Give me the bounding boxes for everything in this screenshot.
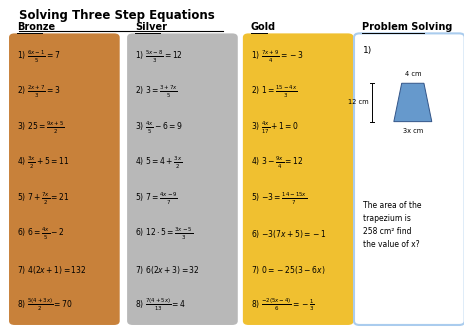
Text: Problem Solving: Problem Solving xyxy=(362,22,452,32)
Text: 12 cm: 12 cm xyxy=(348,99,368,106)
Text: 2) $\frac{2x+7}{3} = 3$: 2) $\frac{2x+7}{3} = 3$ xyxy=(18,84,61,100)
Text: Bronze: Bronze xyxy=(17,22,55,32)
Text: 8) $\frac{5(4+3x)}{2} = 70$: 8) $\frac{5(4+3x)}{2} = 70$ xyxy=(18,296,73,314)
Text: 3) $\frac{4x}{5} - 6 = 9$: 3) $\frac{4x}{5} - 6 = 9$ xyxy=(136,120,183,136)
Text: 4) $\frac{3x}{2} + 5 = 11$: 4) $\frac{3x}{2} + 5 = 11$ xyxy=(18,155,70,171)
Text: 6) $12 \cdot 5 = \frac{3x-5}{3}$: 6) $12 \cdot 5 = \frac{3x-5}{3}$ xyxy=(136,226,193,242)
Text: 8) $\frac{-2(5x-4)}{6} = -\frac{1}{3}$: 8) $\frac{-2(5x-4)}{6} = -\frac{1}{3}$ xyxy=(251,296,315,314)
Text: 1) $\frac{6x-1}{5} = 7$: 1) $\frac{6x-1}{5} = 7$ xyxy=(18,49,61,65)
Text: 2) $1 = \frac{15-4x}{3}$: 2) $1 = \frac{15-4x}{3}$ xyxy=(251,84,298,100)
Text: 5) $7 + \frac{7x}{2} = 21$: 5) $7 + \frac{7x}{2} = 21$ xyxy=(18,191,70,207)
Text: 5) $-3 = \frac{14-15x}{7}$: 5) $-3 = \frac{14-15x}{7}$ xyxy=(251,191,308,207)
FancyBboxPatch shape xyxy=(354,34,465,325)
FancyBboxPatch shape xyxy=(127,34,238,325)
Text: 5) $7 = \frac{4x-9}{7}$: 5) $7 = \frac{4x-9}{7}$ xyxy=(136,191,178,207)
Text: Solving Three Step Equations: Solving Three Step Equations xyxy=(19,9,215,22)
Text: 6) $6 = \frac{4x}{5} - 2$: 6) $6 = \frac{4x}{5} - 2$ xyxy=(18,226,64,242)
Text: 4) $5 = 4 + \frac{3x}{2}$: 4) $5 = 4 + \frac{3x}{2}$ xyxy=(136,155,183,171)
Text: 3) $25 = \frac{9x+5}{2}$: 3) $25 = \frac{9x+5}{2}$ xyxy=(18,120,65,136)
Text: 1) $\frac{5x-8}{3} = 12$: 1) $\frac{5x-8}{3} = 12$ xyxy=(136,49,183,65)
Text: 1) $\frac{7x+9}{4} = -3$: 1) $\frac{7x+9}{4} = -3$ xyxy=(251,49,304,65)
FancyBboxPatch shape xyxy=(243,34,354,325)
Text: Gold: Gold xyxy=(251,22,276,32)
Text: 7) $0 = -25(3 - 6x)$: 7) $0 = -25(3 - 6x)$ xyxy=(251,264,326,276)
Polygon shape xyxy=(394,83,432,122)
Text: 6) $-3(7x + 5) = -1$: 6) $-3(7x + 5) = -1$ xyxy=(251,228,327,240)
Text: 2) $3 = \frac{3+7x}{5}$: 2) $3 = \frac{3+7x}{5}$ xyxy=(136,84,179,100)
Text: Silver: Silver xyxy=(135,22,167,32)
Text: 3) $\frac{4x}{17} + 1 = 0$: 3) $\frac{4x}{17} + 1 = 0$ xyxy=(251,120,299,136)
Text: 4) $3 - \frac{9x}{4} = 12$: 4) $3 - \frac{9x}{4} = 12$ xyxy=(251,155,303,171)
FancyBboxPatch shape xyxy=(9,34,120,325)
Text: 4 cm: 4 cm xyxy=(405,71,421,77)
Text: 3x cm: 3x cm xyxy=(403,128,423,134)
Text: 8) $\frac{7(4+5x)}{13} = 4$: 8) $\frac{7(4+5x)}{13} = 4$ xyxy=(136,296,186,314)
Text: 7) $6(2x + 3) = 32$: 7) $6(2x + 3) = 32$ xyxy=(136,264,201,276)
Text: The area of the
trapezium is
258 cm² find
the value of x?: The area of the trapezium is 258 cm² fin… xyxy=(363,201,422,250)
Text: 1): 1) xyxy=(363,46,373,55)
Text: 7) $4(2x + 1) = 132$: 7) $4(2x + 1) = 132$ xyxy=(18,264,87,276)
